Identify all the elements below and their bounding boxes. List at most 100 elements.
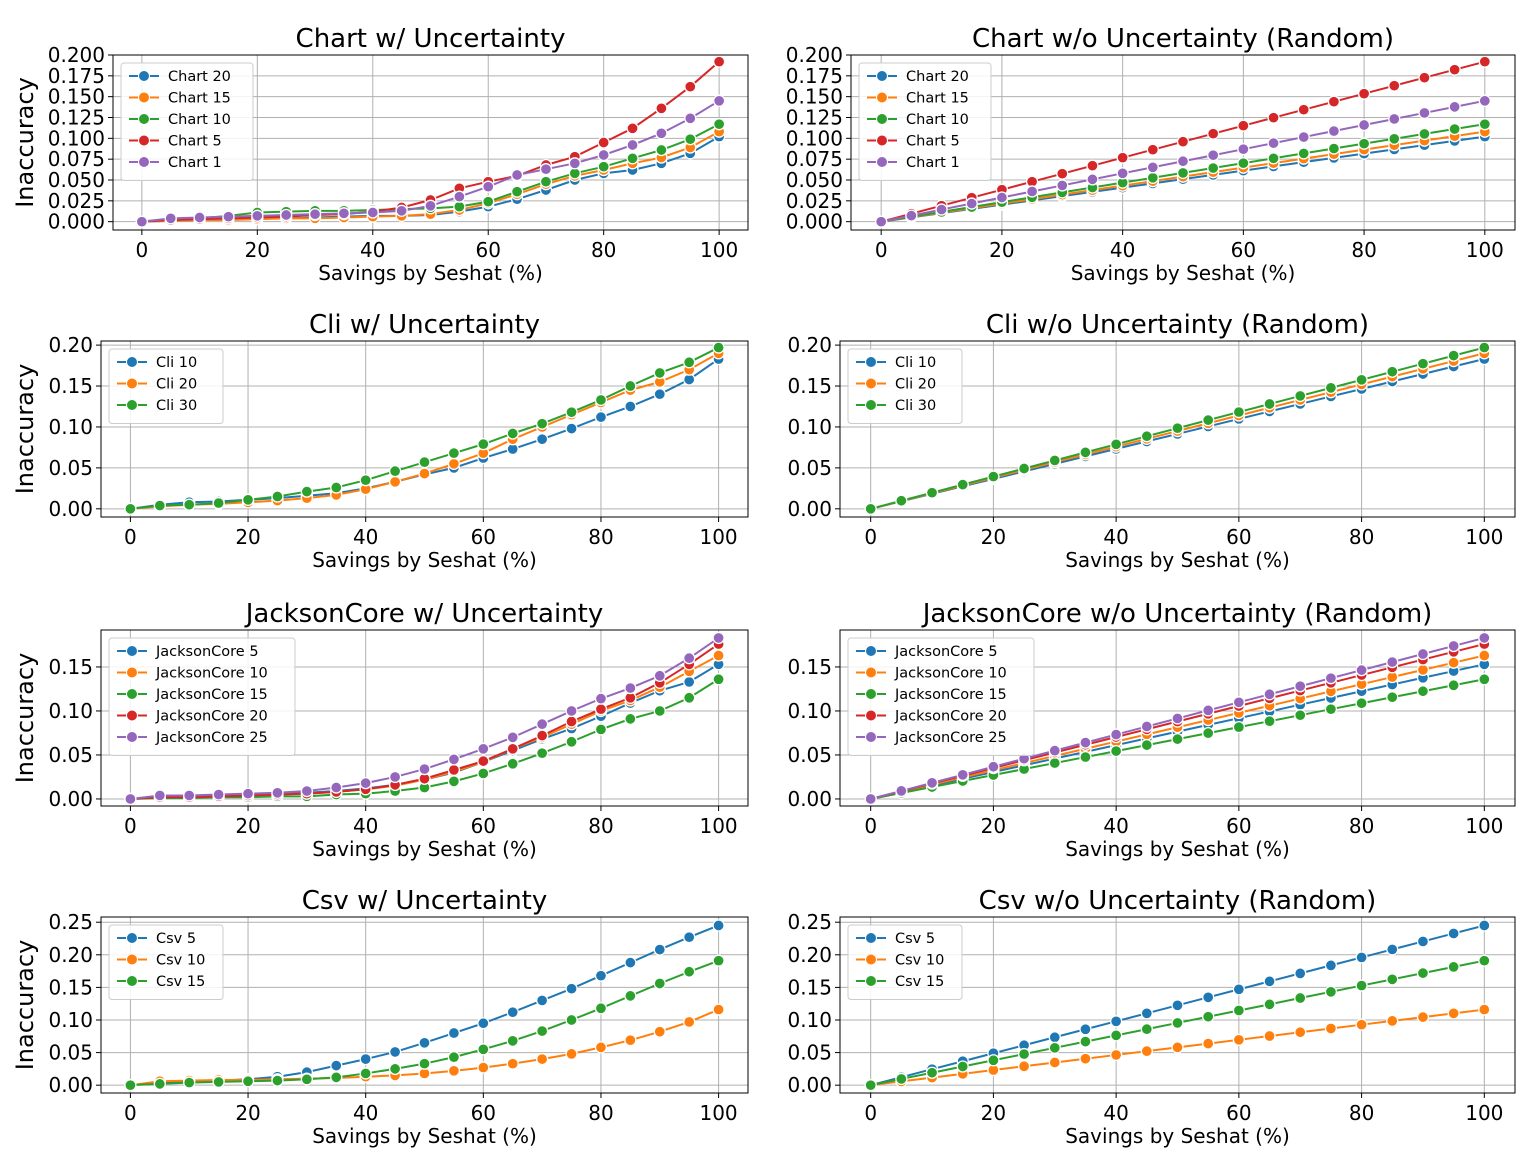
legend-label: JacksonCore 20 bbox=[894, 709, 1007, 725]
data-point bbox=[271, 1074, 284, 1087]
data-point bbox=[1478, 94, 1491, 107]
legend-label: JacksonCore 15 bbox=[894, 687, 1007, 703]
data-point bbox=[712, 919, 725, 932]
data-point bbox=[506, 1006, 519, 1019]
data-point bbox=[1448, 63, 1461, 76]
data-point bbox=[280, 208, 293, 222]
data-point bbox=[1140, 430, 1153, 443]
data-point bbox=[1267, 152, 1280, 165]
x-tick-label: 40 bbox=[1103, 814, 1128, 838]
legend-entry: Chart 1 bbox=[867, 155, 960, 171]
data-point bbox=[653, 977, 666, 990]
panel-title: Chart w/o Uncertainty (Random) bbox=[972, 24, 1394, 54]
data-point bbox=[1202, 1010, 1215, 1023]
x-tick-label: 40 bbox=[1110, 238, 1135, 262]
legend-label: Cli 20 bbox=[895, 377, 936, 393]
data-point bbox=[359, 1052, 372, 1066]
data-point bbox=[1109, 1015, 1123, 1028]
data-point bbox=[1478, 919, 1491, 932]
y-tick-label: 0.25 bbox=[787, 910, 832, 934]
y-axis-label: Inaccuracy bbox=[11, 77, 39, 208]
data-point bbox=[153, 1077, 166, 1091]
y-axis-label: Inaccuracy bbox=[11, 364, 39, 495]
data-point bbox=[1017, 1047, 1031, 1061]
legend-label: Chart 1 bbox=[906, 155, 960, 171]
y-tick-label: 0.00 bbox=[787, 787, 832, 811]
data-point bbox=[271, 490, 284, 503]
legend-entry: Cli 10 bbox=[856, 355, 936, 371]
legend-entry: Chart 15 bbox=[129, 91, 231, 107]
data-point bbox=[418, 456, 431, 469]
data-point bbox=[193, 211, 206, 224]
legend-entry: JacksonCore 10 bbox=[856, 666, 1007, 682]
legend-marker bbox=[126, 666, 138, 679]
y-tick-label: 0.100 bbox=[786, 126, 843, 150]
data-point bbox=[1017, 462, 1031, 475]
data-point bbox=[655, 102, 668, 115]
data-point bbox=[1294, 967, 1307, 980]
data-point bbox=[1079, 1052, 1092, 1065]
legend-marker bbox=[865, 688, 877, 700]
data-point bbox=[653, 943, 666, 956]
data-point bbox=[712, 55, 726, 68]
x-tick-label: 40 bbox=[1103, 525, 1128, 549]
data-point bbox=[712, 341, 725, 354]
y-tick-label: 0.15 bbox=[787, 655, 832, 679]
series-2 bbox=[864, 341, 1491, 515]
data-point bbox=[447, 753, 461, 766]
data-point bbox=[1171, 712, 1184, 725]
y-tick-label: 0.025 bbox=[48, 189, 105, 213]
data-point bbox=[1478, 649, 1491, 662]
data-point bbox=[594, 723, 608, 736]
data-point bbox=[1237, 157, 1250, 170]
data-point bbox=[925, 486, 939, 499]
legend-entry: Chart 5 bbox=[867, 134, 960, 150]
legend-label: Csv 15 bbox=[156, 974, 205, 990]
data-point bbox=[212, 788, 225, 801]
legend-entry: Cli 10 bbox=[117, 355, 197, 371]
legend-marker bbox=[126, 731, 138, 743]
data-point bbox=[956, 478, 969, 491]
data-point bbox=[624, 400, 637, 413]
data-point bbox=[1447, 679, 1460, 692]
data-point bbox=[477, 1017, 490, 1030]
data-point bbox=[1086, 173, 1099, 186]
data-point bbox=[1086, 159, 1099, 172]
data-point bbox=[1294, 991, 1307, 1005]
x-tick-label: 80 bbox=[1349, 525, 1374, 549]
legend: Csv 5 Csv 10 Csv 15 bbox=[847, 924, 963, 1000]
legend-label: JacksonCore 20 bbox=[155, 709, 268, 725]
legend-label: Csv 5 bbox=[156, 931, 196, 947]
data-point bbox=[1263, 397, 1276, 411]
legend-entry: Chart 15 bbox=[867, 91, 969, 107]
legend-label: JacksonCore 5 bbox=[894, 644, 998, 660]
data-point bbox=[1478, 341, 1491, 354]
panel-0: 0 20 40 60 80 1000.0000.0250.0500.0750.1000.1… bbox=[11, 24, 749, 285]
data-point bbox=[418, 762, 431, 776]
y-tick-label: 0.20 bbox=[48, 943, 93, 967]
y-tick-label: 0.100 bbox=[48, 126, 105, 150]
data-point bbox=[895, 784, 908, 798]
data-point bbox=[1079, 1035, 1092, 1048]
legend-box bbox=[858, 62, 992, 181]
data-point bbox=[1048, 744, 1061, 757]
legend-label: Cli 30 bbox=[156, 398, 197, 414]
data-point bbox=[1478, 118, 1491, 131]
data-point bbox=[1448, 100, 1461, 114]
data-point bbox=[1416, 935, 1430, 948]
data-point bbox=[1109, 1029, 1123, 1042]
data-point bbox=[1232, 983, 1246, 996]
legend-label: JacksonCore 10 bbox=[894, 666, 1007, 682]
legend-marker bbox=[126, 953, 138, 966]
data-point bbox=[183, 498, 196, 511]
series-2 bbox=[864, 673, 1491, 806]
data-point bbox=[418, 1057, 431, 1070]
data-point bbox=[597, 148, 610, 162]
data-point bbox=[1386, 943, 1399, 956]
data-point bbox=[447, 775, 461, 788]
data-point bbox=[956, 768, 969, 781]
data-point bbox=[712, 649, 725, 662]
data-point bbox=[653, 704, 666, 718]
data-point bbox=[594, 969, 608, 982]
x-tick-label: 80 bbox=[1349, 1101, 1374, 1125]
